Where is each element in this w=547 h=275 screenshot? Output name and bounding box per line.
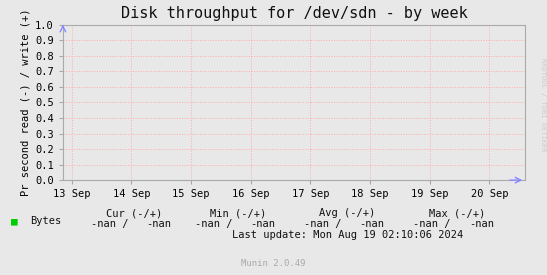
Text: -nan /: -nan / [304, 219, 341, 229]
Title: Disk throughput for /dev/sdn - by week: Disk throughput for /dev/sdn - by week [121, 6, 467, 21]
Text: Min (-/+): Min (-/+) [210, 208, 266, 218]
Text: -nan /: -nan / [195, 219, 232, 229]
Text: ■: ■ [11, 216, 18, 226]
Text: Cur (-/+): Cur (-/+) [106, 208, 162, 218]
Text: Munin 2.0.49: Munin 2.0.49 [241, 260, 306, 268]
Text: Bytes: Bytes [30, 216, 61, 226]
Text: Avg (-/+): Avg (-/+) [319, 208, 375, 218]
Text: -nan: -nan [250, 219, 275, 229]
Text: -nan /: -nan / [414, 219, 451, 229]
Text: -nan: -nan [359, 219, 385, 229]
Y-axis label: Pr second read (-) / write (+): Pr second read (-) / write (+) [21, 9, 31, 196]
Text: RRDTOOL / TOBI OETIKER: RRDTOOL / TOBI OETIKER [540, 58, 546, 151]
Text: Max (-/+): Max (-/+) [429, 208, 485, 218]
Text: -nan: -nan [469, 219, 494, 229]
Text: -nan /: -nan / [91, 219, 128, 229]
Text: Last update: Mon Aug 19 02:10:06 2024: Last update: Mon Aug 19 02:10:06 2024 [232, 230, 463, 240]
Text: -nan: -nan [146, 219, 171, 229]
